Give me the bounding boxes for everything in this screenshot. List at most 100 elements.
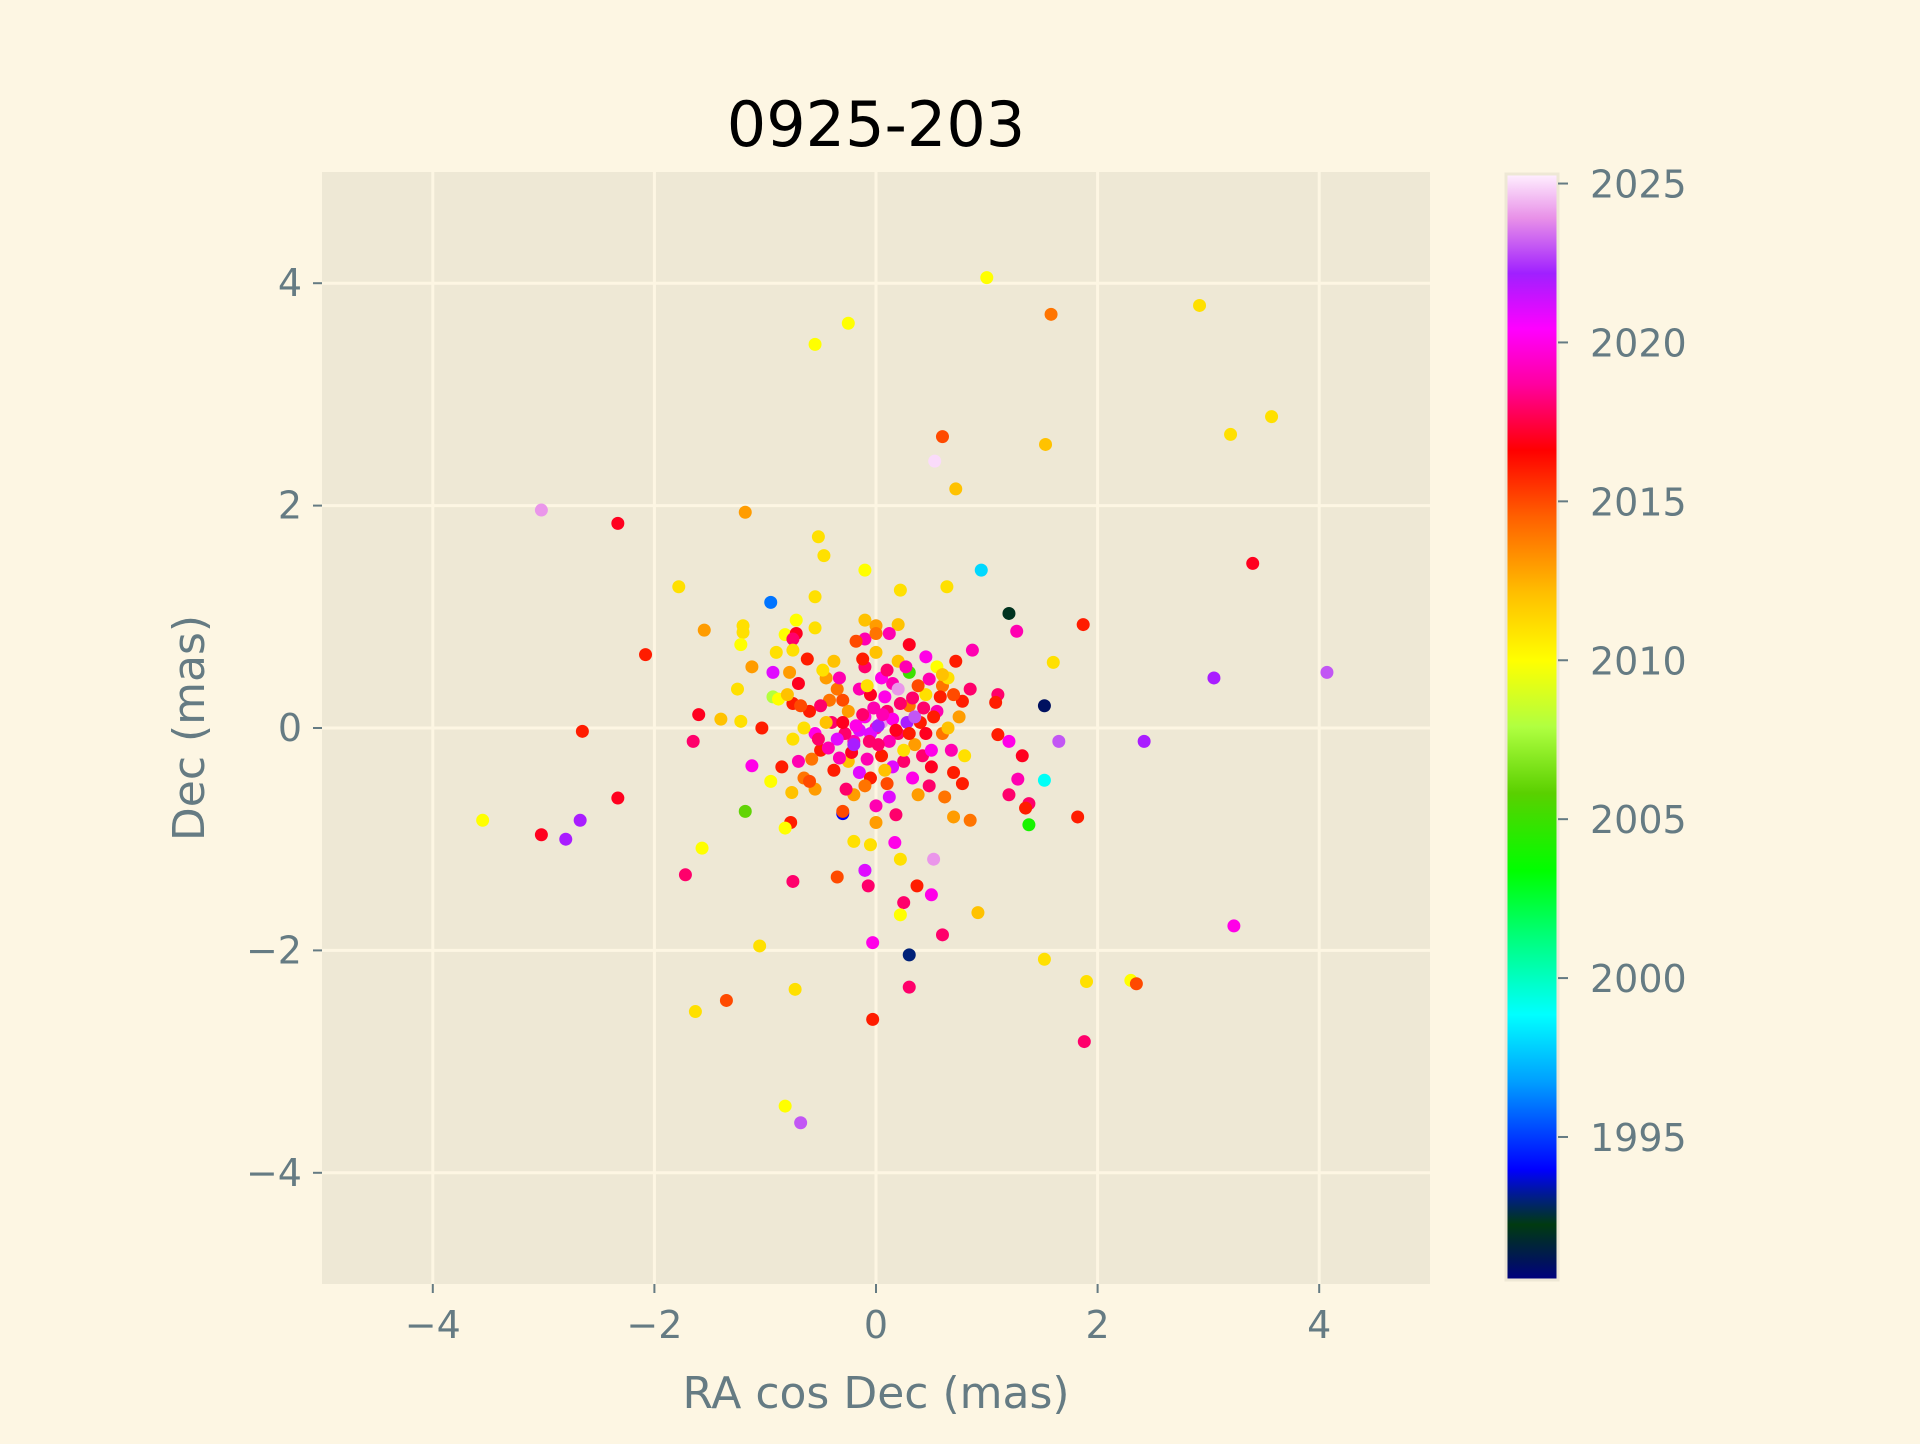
scatter-point — [924, 888, 938, 902]
scatter-point — [1227, 919, 1241, 933]
scatter-point — [860, 679, 874, 693]
scatter-point — [559, 832, 573, 846]
scatter-point — [1046, 655, 1060, 669]
scatter-point — [766, 665, 780, 679]
scatter-point — [952, 710, 966, 724]
scatter-point — [908, 738, 922, 752]
scatter-point — [922, 779, 936, 793]
scatter-point — [686, 734, 700, 748]
scatter-point — [958, 749, 972, 763]
scatter-point — [858, 563, 872, 577]
scatter-point — [1246, 556, 1260, 570]
scatter-point — [778, 1099, 792, 1113]
scatter-point — [1076, 618, 1090, 632]
scatter-point — [871, 719, 885, 733]
scatter-point — [780, 688, 794, 702]
scatter-point — [836, 804, 850, 818]
scatter-point — [897, 896, 911, 910]
scatter-point — [1037, 699, 1051, 713]
x-tick-label: −2 — [626, 1303, 682, 1347]
scatter-point — [786, 632, 800, 646]
scatter-point — [927, 852, 941, 866]
scatter-point — [902, 727, 916, 741]
scatter-point — [830, 870, 844, 884]
scatter-point — [867, 701, 881, 715]
scatter-point — [1320, 665, 1334, 679]
scatter-point — [1002, 734, 1016, 748]
x-axis-label: RA cos Dec (mas) — [682, 1368, 1069, 1419]
axes: −4 −2 0 2 4 −4 −2 0 2 4 — [246, 261, 1331, 1347]
scatter-point — [719, 993, 733, 1007]
scatter-point — [769, 645, 783, 659]
scatter-point — [794, 1116, 808, 1130]
scatter-point — [816, 663, 830, 677]
scatter-point — [534, 503, 548, 517]
scatter-point — [880, 777, 894, 791]
scatter-point — [980, 271, 994, 285]
scatter-point — [832, 751, 846, 765]
scatter-point — [947, 765, 961, 779]
scatter-point — [902, 948, 916, 962]
scatter-point — [745, 660, 759, 674]
scatter-point — [639, 648, 653, 662]
y-tick-label: −2 — [246, 928, 302, 972]
scatter-point — [1037, 773, 1051, 787]
x-tick-label: −4 — [405, 1303, 461, 1347]
scatter-point — [941, 721, 955, 735]
scatter-point — [811, 530, 825, 544]
scatter-point — [794, 699, 808, 713]
scatter-point — [911, 788, 925, 802]
scatter-point — [830, 682, 844, 696]
scatter-point — [856, 652, 870, 666]
scatter-point — [1022, 818, 1036, 832]
y-axis-label: Dec (mas) — [164, 615, 215, 841]
scatter-point — [927, 710, 941, 724]
scatter-point — [897, 754, 911, 768]
x-tick-label: 4 — [1307, 1303, 1331, 1347]
y-tick-label: 2 — [278, 484, 302, 528]
scatter-point — [862, 734, 876, 748]
scatter-point — [789, 613, 803, 627]
scatter-point — [1015, 749, 1029, 763]
scatter-point — [819, 715, 833, 729]
scatter-point — [821, 741, 835, 755]
scatter-point — [778, 821, 792, 835]
scatter-point — [935, 928, 949, 942]
scatter-point — [882, 626, 896, 640]
x-tick-label: 0 — [864, 1303, 888, 1347]
scatter-point — [875, 749, 889, 763]
scatter-point — [866, 936, 880, 950]
scatter-point — [841, 316, 855, 330]
scatter-point — [861, 879, 875, 893]
scatter-point — [935, 668, 949, 682]
colorbar-axis: 1995 2000 2005 2010 2015 2020 2025 — [1558, 163, 1687, 1160]
scatter-point — [989, 695, 1003, 709]
scatter-point — [893, 697, 907, 711]
scatter-point — [786, 874, 800, 888]
scatter-point — [893, 583, 907, 597]
scatter-point — [734, 638, 748, 652]
scatter-point — [949, 482, 963, 496]
scatter-point — [897, 743, 911, 757]
scatter-point — [1037, 952, 1051, 966]
scatter-point — [902, 980, 916, 994]
scatter-point — [575, 724, 589, 738]
scatter-point — [827, 763, 841, 777]
scatter-point — [1080, 975, 1094, 989]
colorbar-tick-label: 2020 — [1590, 321, 1687, 365]
scatter-point — [919, 727, 933, 741]
scatter-point — [902, 638, 916, 652]
scatter-point — [863, 838, 877, 852]
scatter-point — [1011, 772, 1025, 786]
scatter-point — [1077, 1035, 1091, 1049]
scatter-point — [908, 710, 922, 724]
scatter-point — [906, 771, 920, 785]
scatter-point — [808, 337, 822, 351]
scatter-point — [803, 774, 817, 788]
scatter-point — [738, 804, 752, 818]
scatter-point — [841, 704, 855, 718]
scatter-point — [924, 760, 938, 774]
scatter-point — [678, 868, 692, 882]
scatter-point — [738, 505, 752, 519]
